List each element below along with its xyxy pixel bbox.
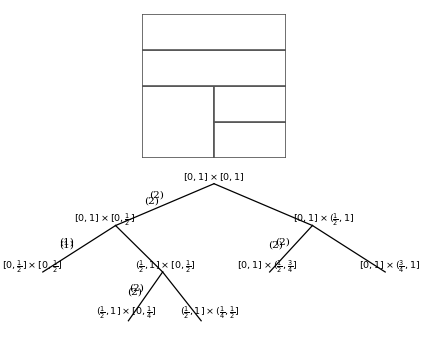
- Text: (2): (2): [149, 191, 163, 200]
- Text: $[0,1]\times[0,1]$: $[0,1]\times[0,1]$: [183, 171, 245, 183]
- Text: (1): (1): [59, 241, 74, 250]
- Bar: [142, 50, 286, 86]
- Text: $[0,\frac{1}{2}]\times[0,\frac{1}{2}]$: $[0,\frac{1}{2}]\times[0,\frac{1}{2}]$: [2, 258, 62, 275]
- Text: (2): (2): [145, 197, 159, 206]
- Text: (2): (2): [269, 241, 283, 250]
- Bar: [142, 86, 214, 158]
- Bar: [142, 14, 286, 50]
- Text: (2): (2): [275, 237, 290, 246]
- Text: $(\frac{1}{2},1]\times[0,\frac{1}{4}]$: $(\frac{1}{2},1]\times[0,\frac{1}{4}]$: [96, 304, 156, 321]
- Text: $[0,1]\times[0,\frac{1}{2}]$: $[0,1]\times[0,\frac{1}{2}]$: [74, 211, 135, 228]
- Text: (1): (1): [59, 237, 74, 246]
- Text: (2): (2): [128, 287, 142, 296]
- Bar: [214, 86, 286, 122]
- Text: $(\frac{1}{2},1]\times[0,\frac{1}{2}]$: $(\frac{1}{2},1]\times[0,\frac{1}{2}]$: [135, 258, 195, 275]
- Bar: [214, 122, 286, 158]
- Text: $[0,1]\times(\frac{1}{2},\frac{3}{4}]$: $[0,1]\times(\frac{1}{2},\frac{3}{4}]$: [238, 258, 297, 275]
- Text: $[0,1]\times(\frac{1}{2},1]$: $[0,1]\times(\frac{1}{2},1]$: [293, 211, 354, 228]
- Text: $[0,1]\times(\frac{3}{4},1]$: $[0,1]\times(\frac{3}{4},1]$: [359, 258, 420, 275]
- Text: $(\frac{1}{2},1]\times(\frac{1}{4},\frac{1}{2}]$: $(\frac{1}{2},1]\times(\frac{1}{4},\frac…: [180, 304, 240, 321]
- Text: (2): (2): [130, 284, 144, 293]
